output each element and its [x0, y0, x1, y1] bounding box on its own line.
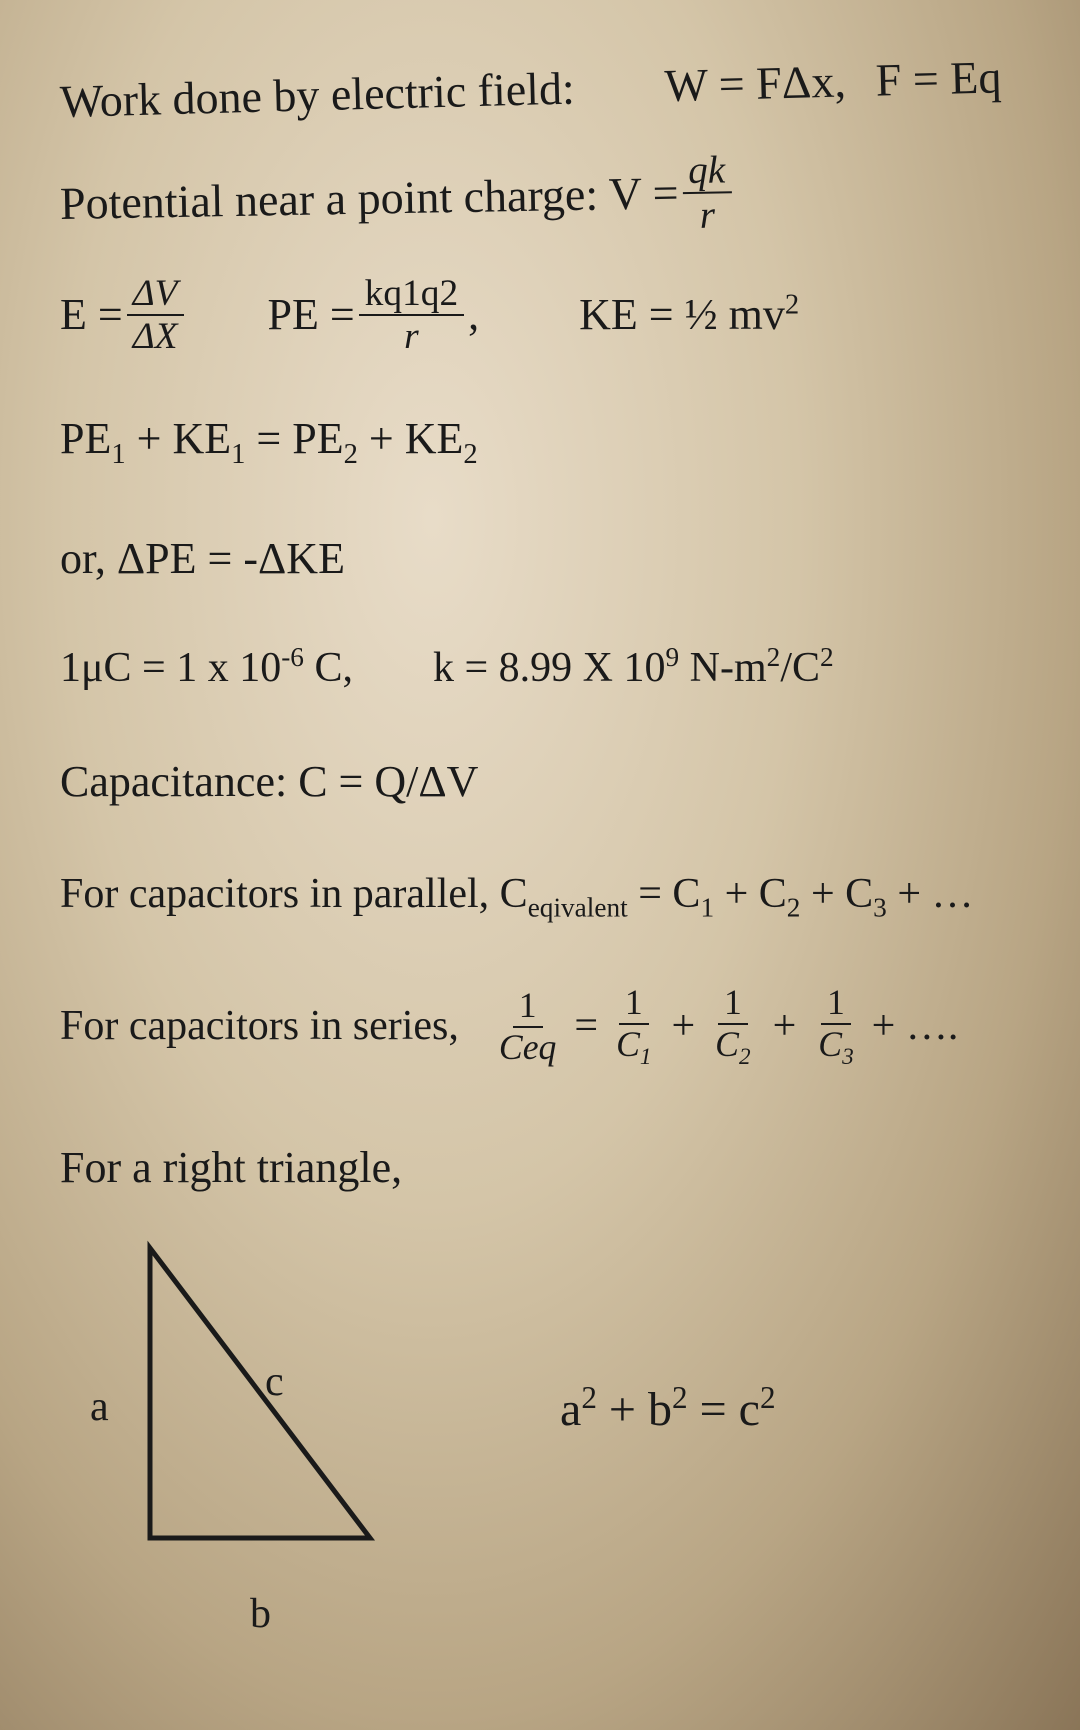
- pythagoras-eq: a2 + b2 = c2: [560, 1380, 776, 1437]
- right-triangle-label: For a right triangle,: [60, 1137, 1030, 1199]
- frac-c1: 1 C1: [610, 985, 657, 1069]
- plus2: +: [773, 997, 797, 1056]
- e-den: ΔX: [127, 316, 184, 355]
- constants-line: 1μC = 1 x 10-6 C, k = 8.99 X 109 N-m2/C2: [60, 638, 1030, 698]
- capacitance-text: Capacitance: C = Q/ΔV: [60, 751, 478, 813]
- work-eq1: W = FΔx,: [664, 49, 847, 118]
- potential-line: Potential near a point charge: V = qk r: [59, 145, 1030, 246]
- coulomb-constant: k = 8.99 X 109 N-m2/C2: [433, 638, 834, 698]
- dv-dx: ΔV ΔX: [127, 275, 184, 356]
- plus1: +: [671, 997, 695, 1056]
- pe-lhs: PE =: [268, 284, 355, 346]
- e-num: ΔV: [127, 275, 184, 316]
- frac-ceq: 1 Ceq: [493, 988, 563, 1065]
- e-lhs: E =: [60, 284, 123, 346]
- comma: ,: [468, 284, 479, 346]
- eq-sign: =: [574, 997, 598, 1056]
- side-a-label: a: [90, 1383, 109, 1431]
- pe-num: kq1q2: [359, 275, 464, 316]
- pe-den: r: [398, 316, 425, 355]
- frac-c3: 1 C3: [812, 985, 859, 1069]
- capacitance-line: Capacitance: C = Q/ΔV: [60, 751, 1030, 813]
- work-eq2: F = Eq: [875, 45, 1002, 113]
- triangle-section: a b c a2 + b2 = c2: [60, 1228, 1030, 1588]
- microcoulomb: 1μC = 1 x 10-6 C,: [60, 638, 353, 698]
- side-b-label: b: [250, 1590, 271, 1638]
- qk-over-r: qk r: [682, 151, 732, 236]
- frac-den: r: [693, 194, 721, 236]
- conservation-line: PE1 + KE1 = PE2 + KE2: [60, 408, 1030, 475]
- delta-pe-text: or, ΔPE = -ΔKE: [60, 528, 345, 590]
- kq1q2-r: kq1q2 r: [359, 275, 464, 356]
- ke-eq: KE = ½ mv2: [579, 284, 799, 346]
- series-tail: + ….: [872, 997, 959, 1056]
- pe1: PE1 + KE1 = PE2 + KE2: [60, 408, 478, 475]
- frac-num: qk: [682, 151, 732, 195]
- e-pe-ke-line: E = ΔV ΔX PE = kq1q2 r , KE = ½ mv2: [60, 275, 1030, 356]
- triangle-diagram: a b c: [100, 1228, 440, 1588]
- side-c-label: c: [265, 1358, 284, 1406]
- parallel-text: For capacitors in parallel, Ceqivalent =…: [60, 865, 974, 927]
- frac-c2: 1 C2: [709, 985, 756, 1069]
- series-caps-line: For capacitors in series, 1 Ceq = 1 C1 +…: [60, 985, 1030, 1069]
- parallel-caps-line: For capacitors in parallel, Ceqivalent =…: [60, 865, 1030, 927]
- rt-text: For a right triangle,: [60, 1137, 402, 1199]
- series-label: For capacitors in series,: [60, 997, 459, 1056]
- potential-label: Potential near a point charge: V =: [59, 161, 679, 236]
- triangle-shape: [150, 1248, 370, 1538]
- work-label: Work done by electric field:: [59, 57, 575, 135]
- delta-pe-line: or, ΔPE = -ΔKE: [60, 528, 1030, 590]
- triangle-svg: [100, 1228, 400, 1568]
- work-line: Work done by electric field: W = FΔx, F …: [59, 45, 1030, 135]
